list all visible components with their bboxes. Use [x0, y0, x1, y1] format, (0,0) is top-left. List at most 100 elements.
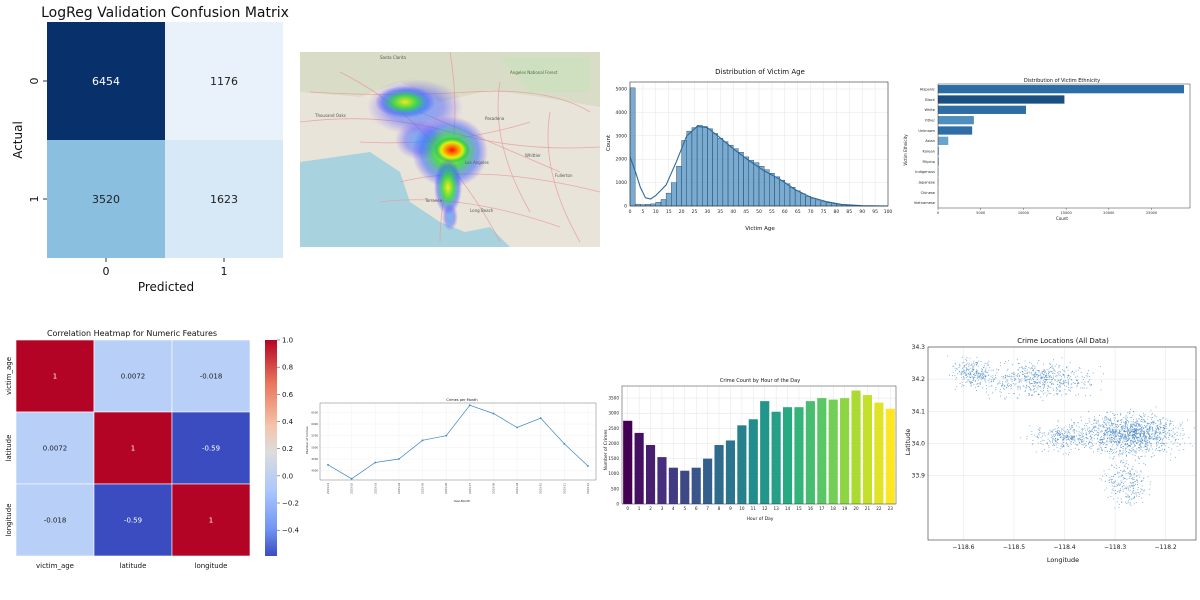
- scatter-point: [1046, 378, 1048, 380]
- scatter-point: [1004, 375, 1006, 377]
- scatter-point: [1149, 438, 1151, 440]
- scatter-point: [1154, 436, 1156, 438]
- scatter-point: [1057, 372, 1059, 374]
- scatter-point: [1132, 449, 1134, 451]
- scatter-point: [1126, 439, 1128, 441]
- scatter-point: [1163, 430, 1165, 432]
- scatter-point: [1152, 436, 1154, 438]
- scatter-point: [1143, 435, 1145, 436]
- scatter-point: [1153, 455, 1155, 457]
- scatter-point: [1110, 420, 1112, 422]
- scatter-point: [1063, 375, 1065, 377]
- scatter-point: [1084, 425, 1085, 427]
- age-ytick-label: 0: [624, 204, 627, 210]
- scatter-point: [1141, 438, 1142, 440]
- scatter-point: [1140, 441, 1142, 443]
- scatter-point: [1090, 448, 1092, 449]
- scatter-point: [989, 367, 991, 369]
- scatter-point: [949, 374, 951, 376]
- scatter-point: [1099, 366, 1101, 367]
- scatter-point: [1025, 379, 1027, 381]
- corr-cell-label: -0.018: [44, 517, 67, 525]
- scatter-point: [1086, 425, 1088, 427]
- scatter-point: [1026, 375, 1028, 377]
- scatter-point: [1120, 475, 1122, 477]
- hourly-bar: [782, 407, 793, 504]
- scatter-point: [1125, 430, 1127, 432]
- scatter-point: [1059, 390, 1061, 392]
- scatter-point: [1134, 436, 1136, 438]
- scatter-point: [1064, 381, 1066, 383]
- scatter-point: [1052, 375, 1054, 377]
- scatter-point: [1038, 433, 1039, 435]
- scatter-point: [1032, 374, 1034, 376]
- scatter-point: [972, 368, 974, 370]
- scatter-point: [1125, 424, 1126, 426]
- age-ytick-label: 5000: [616, 87, 628, 93]
- scatter-point: [1047, 389, 1049, 391]
- corr-cell-label: -0.59: [124, 517, 142, 525]
- scatter-point: [1040, 382, 1041, 384]
- scatter-point: [1122, 421, 1124, 423]
- scatter-point: [1073, 431, 1075, 433]
- scatter-point: [1123, 445, 1124, 447]
- scatter-point: [1032, 385, 1034, 387]
- scatter-point: [1062, 438, 1064, 440]
- map-label-long-beach: Long Beach: [470, 208, 494, 213]
- scatter-point: [1076, 444, 1077, 446]
- scatter-point: [984, 365, 985, 367]
- scatter-point: [981, 370, 983, 372]
- scatter-point: [1113, 414, 1115, 416]
- scatter-point: [1107, 434, 1109, 436]
- scatter-point: [1028, 395, 1030, 397]
- scatter-ytick-label: 34.3: [912, 344, 926, 351]
- scatter-point: [1108, 419, 1110, 421]
- scatter-point: [1176, 442, 1178, 444]
- map-label-los-angeles: Los Angeles: [465, 160, 489, 165]
- scatter-point: [1140, 488, 1142, 490]
- scatter-point: [1065, 452, 1067, 454]
- scatter-point: [1159, 419, 1161, 421]
- scatter-point: [1137, 430, 1139, 431]
- scatter-point: [1132, 487, 1134, 489]
- scatter-point: [1112, 452, 1114, 453]
- scatter-point: [1113, 431, 1115, 433]
- scatter-point: [1011, 379, 1013, 381]
- scatter-point: [1008, 393, 1010, 394]
- scatter-point: [1129, 430, 1131, 432]
- scatter-point: [1024, 375, 1026, 377]
- scatter-point: [975, 374, 976, 376]
- scatter-point: [967, 373, 969, 375]
- scatter-point: [977, 385, 979, 387]
- scatter-point: [1102, 433, 1104, 435]
- scatter-point: [1037, 436, 1038, 438]
- scatter-point: [968, 366, 970, 368]
- scatter-point: [1032, 377, 1034, 379]
- scatter-point: [1134, 425, 1136, 427]
- scatter-point: [1114, 492, 1116, 494]
- hourly-bar: [725, 440, 736, 504]
- scatter-point: [1092, 431, 1094, 433]
- scatter-point: [1133, 435, 1135, 437]
- scatter-point: [1048, 432, 1049, 434]
- scatter-point: [1050, 363, 1051, 365]
- scatter-point: [1100, 443, 1102, 444]
- scatter-point: [1136, 475, 1138, 476]
- scatter-point: [1122, 426, 1124, 428]
- scatter-point: [1100, 437, 1102, 439]
- scatter-point: [1024, 380, 1026, 382]
- scatter-point: [1067, 379, 1069, 381]
- scatter-point: [1068, 426, 1070, 428]
- hourly-ytick-label: 3000: [608, 411, 619, 416]
- scatter-point: [1125, 501, 1127, 503]
- scatter-point: [1111, 439, 1113, 441]
- scatter-point: [1152, 452, 1154, 454]
- scatter-point: [1123, 483, 1125, 484]
- scatter-point: [970, 374, 972, 376]
- scatter-point: [1104, 416, 1106, 418]
- scatter-point: [1005, 377, 1007, 379]
- scatter-point: [1055, 393, 1057, 395]
- scatter-point: [1061, 394, 1062, 396]
- scatter-point: [1059, 382, 1061, 384]
- scatter-point: [1129, 475, 1131, 477]
